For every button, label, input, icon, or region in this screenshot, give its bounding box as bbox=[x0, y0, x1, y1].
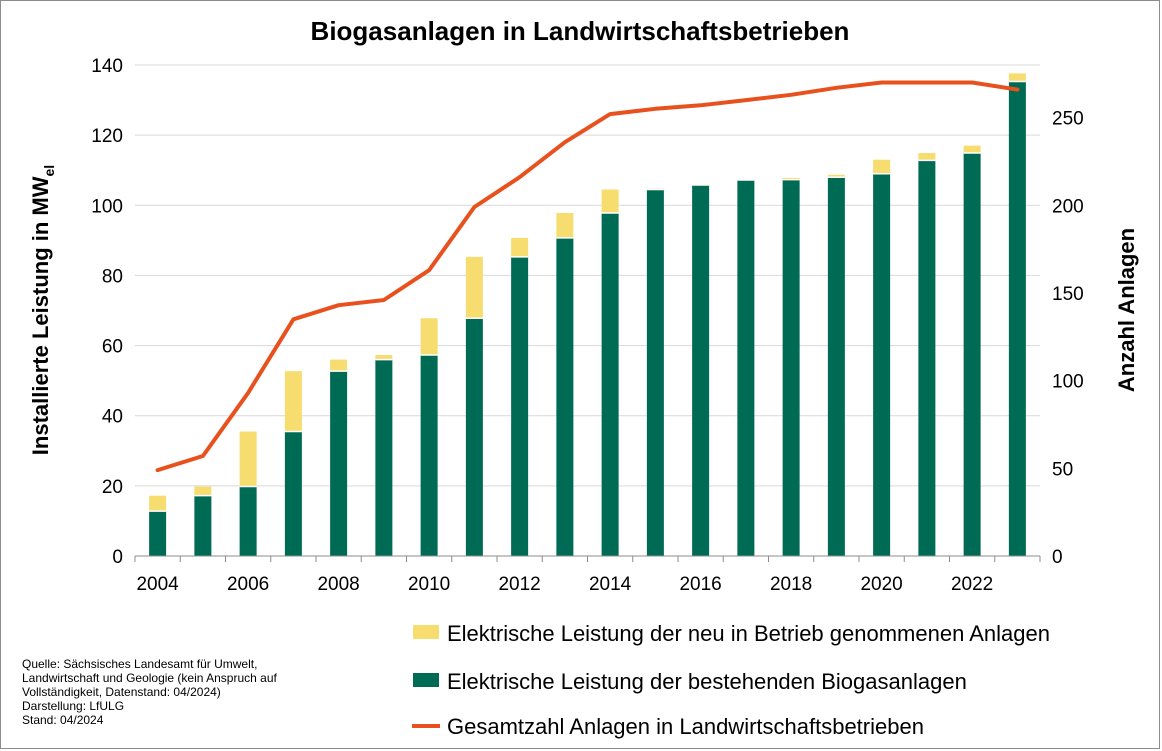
x-tick-label: 2012 bbox=[498, 574, 540, 595]
bar-existing bbox=[420, 355, 438, 556]
bar-existing bbox=[782, 179, 800, 556]
x-tick-label: 2010 bbox=[408, 574, 450, 595]
y-axis-left-title: Installierte Leistung in MWel bbox=[28, 165, 57, 455]
source-line: Stand: 04/2024 bbox=[22, 713, 104, 727]
axes bbox=[134, 555, 1041, 562]
bar-existing bbox=[692, 184, 710, 557]
x-tick-label: 2008 bbox=[317, 574, 359, 595]
y-left-tick-label: 20 bbox=[102, 477, 123, 498]
bar-existing bbox=[465, 318, 483, 556]
bar-existing bbox=[330, 371, 348, 556]
bar-new bbox=[601, 189, 619, 214]
line-total-plants bbox=[155, 80, 1020, 473]
bar-existing bbox=[737, 180, 755, 556]
bar-new bbox=[420, 318, 438, 356]
y-left-tick-label: 80 bbox=[102, 266, 123, 287]
x-tick-label: 2020 bbox=[860, 574, 902, 595]
bar-new bbox=[149, 495, 167, 512]
x-tick-label: 2006 bbox=[227, 574, 269, 595]
x-tick-label: 2014 bbox=[589, 574, 632, 595]
bar-new bbox=[918, 153, 936, 161]
source-line: Landwirtschaft und Geologie (kein Anspru… bbox=[22, 671, 277, 685]
legend: Elektrische Leistung der neu in Betrieb … bbox=[412, 621, 1050, 739]
bar-existing bbox=[918, 160, 936, 556]
bar-existing bbox=[511, 256, 529, 556]
bar-new bbox=[284, 371, 302, 432]
bar-new bbox=[782, 177, 800, 180]
y-axis-left-title-subscript: el bbox=[41, 165, 57, 177]
bar-new bbox=[873, 159, 891, 174]
legend-label-total: Gesamtzahl Anlagen in Landwirtschaftsbet… bbox=[447, 714, 924, 739]
bar-existing bbox=[963, 153, 981, 556]
bar-new bbox=[465, 256, 483, 319]
bar-new bbox=[239, 431, 257, 487]
bar-existing bbox=[375, 359, 393, 556]
bar-new bbox=[330, 359, 348, 372]
x-tick-label: 2004 bbox=[136, 574, 179, 595]
y-right-tick-label: 250 bbox=[1052, 109, 1084, 130]
source-line: Darstellung: LfULG bbox=[22, 699, 125, 713]
bar-new bbox=[375, 355, 393, 360]
y-left-tick-label: 100 bbox=[91, 196, 123, 217]
bar-existing bbox=[873, 173, 891, 556]
y-right-tick-label: 50 bbox=[1052, 459, 1073, 480]
y-right-tick-label: 0 bbox=[1052, 547, 1063, 568]
bar-new bbox=[511, 237, 529, 257]
bar-existing bbox=[194, 495, 212, 556]
bars bbox=[149, 73, 1026, 557]
y-right-tick-label: 200 bbox=[1052, 196, 1084, 217]
bar-existing bbox=[601, 213, 619, 556]
tick-labels: 0 20 40 60 80 100 120 140 0 50 100 150 200 250 2004 200… bbox=[91, 56, 1083, 595]
y-left-tick-label: 120 bbox=[91, 126, 123, 147]
bar-existing bbox=[1008, 81, 1026, 556]
y-axis-left-title-main: Installierte Leistung in MW bbox=[28, 176, 53, 455]
y-left-tick-label: 60 bbox=[102, 337, 123, 358]
line-series bbox=[155, 80, 1020, 473]
bar-new bbox=[556, 213, 574, 238]
y-left-tick-label: 40 bbox=[102, 407, 123, 428]
bar-existing bbox=[284, 431, 302, 556]
legend-swatch-new bbox=[413, 625, 439, 639]
bar-new bbox=[827, 174, 845, 178]
y-axis-right-title: Anzahl Anlagen bbox=[1114, 228, 1139, 392]
bar-existing bbox=[149, 511, 167, 556]
y-left-tick-label: 140 bbox=[91, 56, 123, 77]
source-line: Vollständigkeit, Datenstand: 04/2024) bbox=[22, 685, 221, 699]
bar-existing bbox=[556, 237, 574, 556]
bar-new bbox=[1008, 73, 1026, 82]
bar-new bbox=[963, 145, 981, 154]
bar-existing bbox=[646, 189, 664, 556]
source-line: Quelle: Sächsisches Landesamt für Umwelt… bbox=[22, 657, 258, 671]
x-tick-label: 2018 bbox=[770, 574, 812, 595]
x-tick-label: 2016 bbox=[679, 574, 721, 595]
chart-title: Biogasanlagen in Landwirtschaftsbetriebe… bbox=[311, 16, 850, 46]
x-tick-label: 2022 bbox=[951, 574, 993, 595]
y-left-tick-label: 0 bbox=[112, 547, 123, 568]
y-right-tick-label: 150 bbox=[1052, 284, 1084, 305]
bar-existing bbox=[239, 486, 257, 556]
legend-label-existing: Elektrische Leistung der bestehenden Bio… bbox=[447, 669, 967, 694]
bar-new bbox=[194, 486, 212, 496]
y-right-tick-label: 100 bbox=[1052, 372, 1084, 393]
legend-swatch-existing bbox=[413, 673, 439, 687]
legend-label-new: Elektrische Leistung der neu in Betrieb … bbox=[447, 621, 1050, 646]
bar-existing bbox=[827, 177, 845, 556]
source-note: Quelle: Sächsisches Landesamt für Umwelt… bbox=[22, 657, 322, 727]
